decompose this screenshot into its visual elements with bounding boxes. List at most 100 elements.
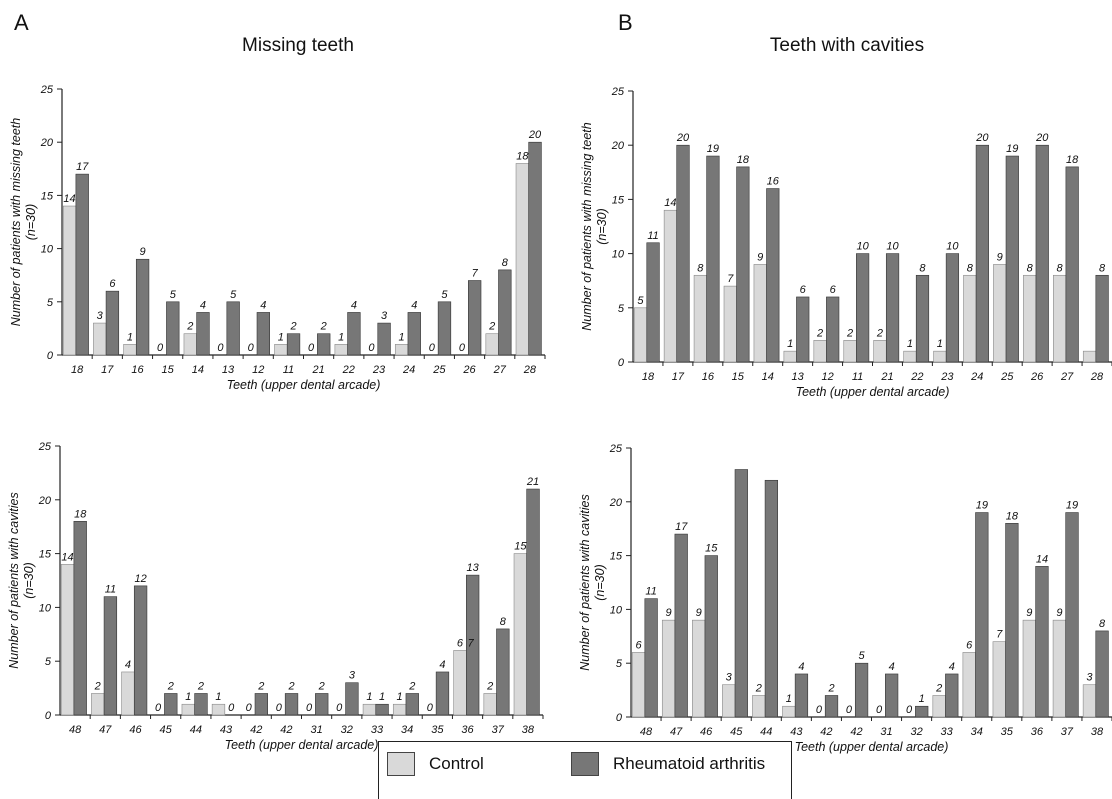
chart1-ytick-label: 20 xyxy=(40,137,54,149)
chart4-xtick-label: 47 xyxy=(670,726,683,738)
chart1-data-label-control: 0 xyxy=(217,342,224,354)
chart3-xtick-label: 42 xyxy=(250,724,262,736)
chart4-ytick-label: 10 xyxy=(610,604,623,616)
chart2-data-label-rheumatoid: 6 xyxy=(830,284,837,296)
chart4-ytick-label: 25 xyxy=(609,443,623,455)
chart3-ytick-label: 15 xyxy=(39,549,52,561)
chart1-bar-rheumatoid xyxy=(347,312,361,356)
chart2-data-label-control: 14 xyxy=(664,197,676,209)
chart1-bar-control xyxy=(123,344,137,356)
chart2-ytick-label: 0 xyxy=(618,357,625,369)
chart2-bar-control xyxy=(843,340,857,363)
chart3-data-label-control: 0 xyxy=(155,702,162,714)
chart4-xtick-label: 38 xyxy=(1091,726,1104,738)
chart4-data-label-control: 0 xyxy=(876,704,883,716)
chart4-ytick-label: 15 xyxy=(610,551,623,563)
chart1-data-label-rheumatoid: 9 xyxy=(140,246,146,258)
chart4-xtick-label: 48 xyxy=(640,726,653,738)
chart2-data-label-control: 8 xyxy=(967,262,974,274)
chart1-bar-rheumatoid xyxy=(407,312,421,356)
chart2-bar-rheumatoid xyxy=(736,166,750,363)
chart3-bar-control xyxy=(483,693,497,716)
chart4-xtick-label: 37 xyxy=(1061,726,1074,738)
chart2-data-label-rheumatoid: 19 xyxy=(707,143,719,155)
chart1-ytick-label: 15 xyxy=(41,190,54,202)
panel-a-title: Missing teeth xyxy=(242,35,354,56)
chart2-xtick-label: 14 xyxy=(762,371,774,383)
chart1-ytick-label: 10 xyxy=(41,244,54,256)
legend: Control Rheumatoid arthritis xyxy=(378,741,792,799)
chart1-xtick-label: 22 xyxy=(342,364,355,376)
chart1-bar-rheumatoid xyxy=(196,312,210,356)
chart1-data-label-rheumatoid: 8 xyxy=(502,257,509,269)
chart4-ytick-label: 0 xyxy=(616,712,623,724)
chart2-ylabel: (n=30) xyxy=(595,208,609,244)
chart1-xtick-label: 27 xyxy=(493,364,507,376)
chart1-data-label-control: 1 xyxy=(338,331,344,343)
chart2-ytick-label: 5 xyxy=(618,303,625,315)
chart4-xtick-label: 35 xyxy=(1001,726,1014,738)
chart3-bar-rheumatoid xyxy=(405,693,419,716)
chart4-data-label-rheumatoid: 5 xyxy=(859,650,866,662)
chart2-xtick-label: 23 xyxy=(940,371,954,383)
panel-b-letter: B xyxy=(618,10,633,35)
chart2-data-label-control: 1 xyxy=(937,338,943,350)
chart3-bar-rheumatoid xyxy=(435,671,450,716)
chart4-data-label-control: 3 xyxy=(1086,672,1093,684)
chart3-bar-rheumatoid xyxy=(526,488,540,716)
chart2-xtick-label: 18 xyxy=(642,371,655,383)
chart1-ylabel: (n=30) xyxy=(24,204,38,240)
chart4-xtick-label: 36 xyxy=(1031,726,1044,738)
chart3-xtick-label: 38 xyxy=(522,724,535,736)
chart4-xtick-label: 43 xyxy=(790,726,803,738)
chart3-data-label-rheumatoid: 0 xyxy=(228,702,235,714)
chart4-data-label-control: 9 xyxy=(1056,607,1062,619)
chart3-ytick-label: 20 xyxy=(38,495,52,507)
chart3-xtick-label: 45 xyxy=(160,724,173,736)
chart2-data-label-rheumatoid: 8 xyxy=(1099,262,1106,274)
chart2-bar-rheumatoid xyxy=(1095,274,1109,363)
chart2-bar-rheumatoid xyxy=(915,274,930,363)
chart2-data-label-control: 2 xyxy=(816,327,823,339)
chart2-data-label-control: 7 xyxy=(727,273,734,285)
panel-a-letter: A xyxy=(14,10,29,35)
chart4-data-label-control: 9 xyxy=(1026,607,1032,619)
chart2-data-label-control: 9 xyxy=(997,251,1003,263)
chart1-bar-control xyxy=(394,344,409,356)
chart4-data-label-control: 0 xyxy=(906,704,913,716)
chart2-data-label-rheumatoid: 10 xyxy=(886,241,899,253)
chart4-data-label-rheumatoid: 8 xyxy=(1099,618,1106,630)
chart4-data-label-rheumatoid: 19 xyxy=(1066,500,1078,512)
chart3-bar-rheumatoid xyxy=(254,693,268,716)
chart4-bar-rheumatoid xyxy=(704,555,718,718)
chart2-bar-rheumatoid xyxy=(1005,155,1019,363)
chart1-xtick-label: 23 xyxy=(372,364,386,376)
chart1-ytick-label: 5 xyxy=(47,297,54,309)
chart1-bar-control xyxy=(334,344,348,356)
chart2-bar-control xyxy=(663,209,678,363)
chart1-bar-rheumatoid xyxy=(135,258,150,356)
chart3-bar-rheumatoid xyxy=(133,585,148,716)
chart3-bar-rheumatoid xyxy=(284,693,299,716)
chart4-bar-control xyxy=(932,695,946,718)
chart2-data-label-rheumatoid: 10 xyxy=(946,241,959,253)
chart3-data-label-control: 2 xyxy=(486,680,493,692)
chart2-data-label-rheumatoid: 10 xyxy=(856,241,869,253)
chart3-xtick-label: 37 xyxy=(492,724,505,736)
chart1-bar-rheumatoid xyxy=(468,280,482,356)
chart2-data-label-rheumatoid: 11 xyxy=(647,230,658,242)
chart2-bar-control xyxy=(753,264,767,363)
chart4-data-label-rheumatoid: 4 xyxy=(949,661,955,673)
chart3-data-label-control: 6 xyxy=(457,637,464,649)
chart1-xtick-label: 14 xyxy=(192,364,204,376)
chart4-bar-rheumatoid xyxy=(1065,512,1079,718)
chart1-bar-control xyxy=(274,344,288,356)
chart1-bar-rheumatoid xyxy=(498,269,512,356)
chart2-data-label-control: 1 xyxy=(787,338,793,350)
chart2-xtick-label: 13 xyxy=(792,371,805,383)
chart4-bar-rheumatoid xyxy=(644,598,658,718)
chart3-data-label-rheumatoid: 2 xyxy=(318,680,325,692)
chart3-bar-rheumatoid xyxy=(73,521,87,716)
chart3-data-label-rheumatoid: 13 xyxy=(467,562,480,574)
chart4-ylabel: (n=30) xyxy=(593,564,607,600)
